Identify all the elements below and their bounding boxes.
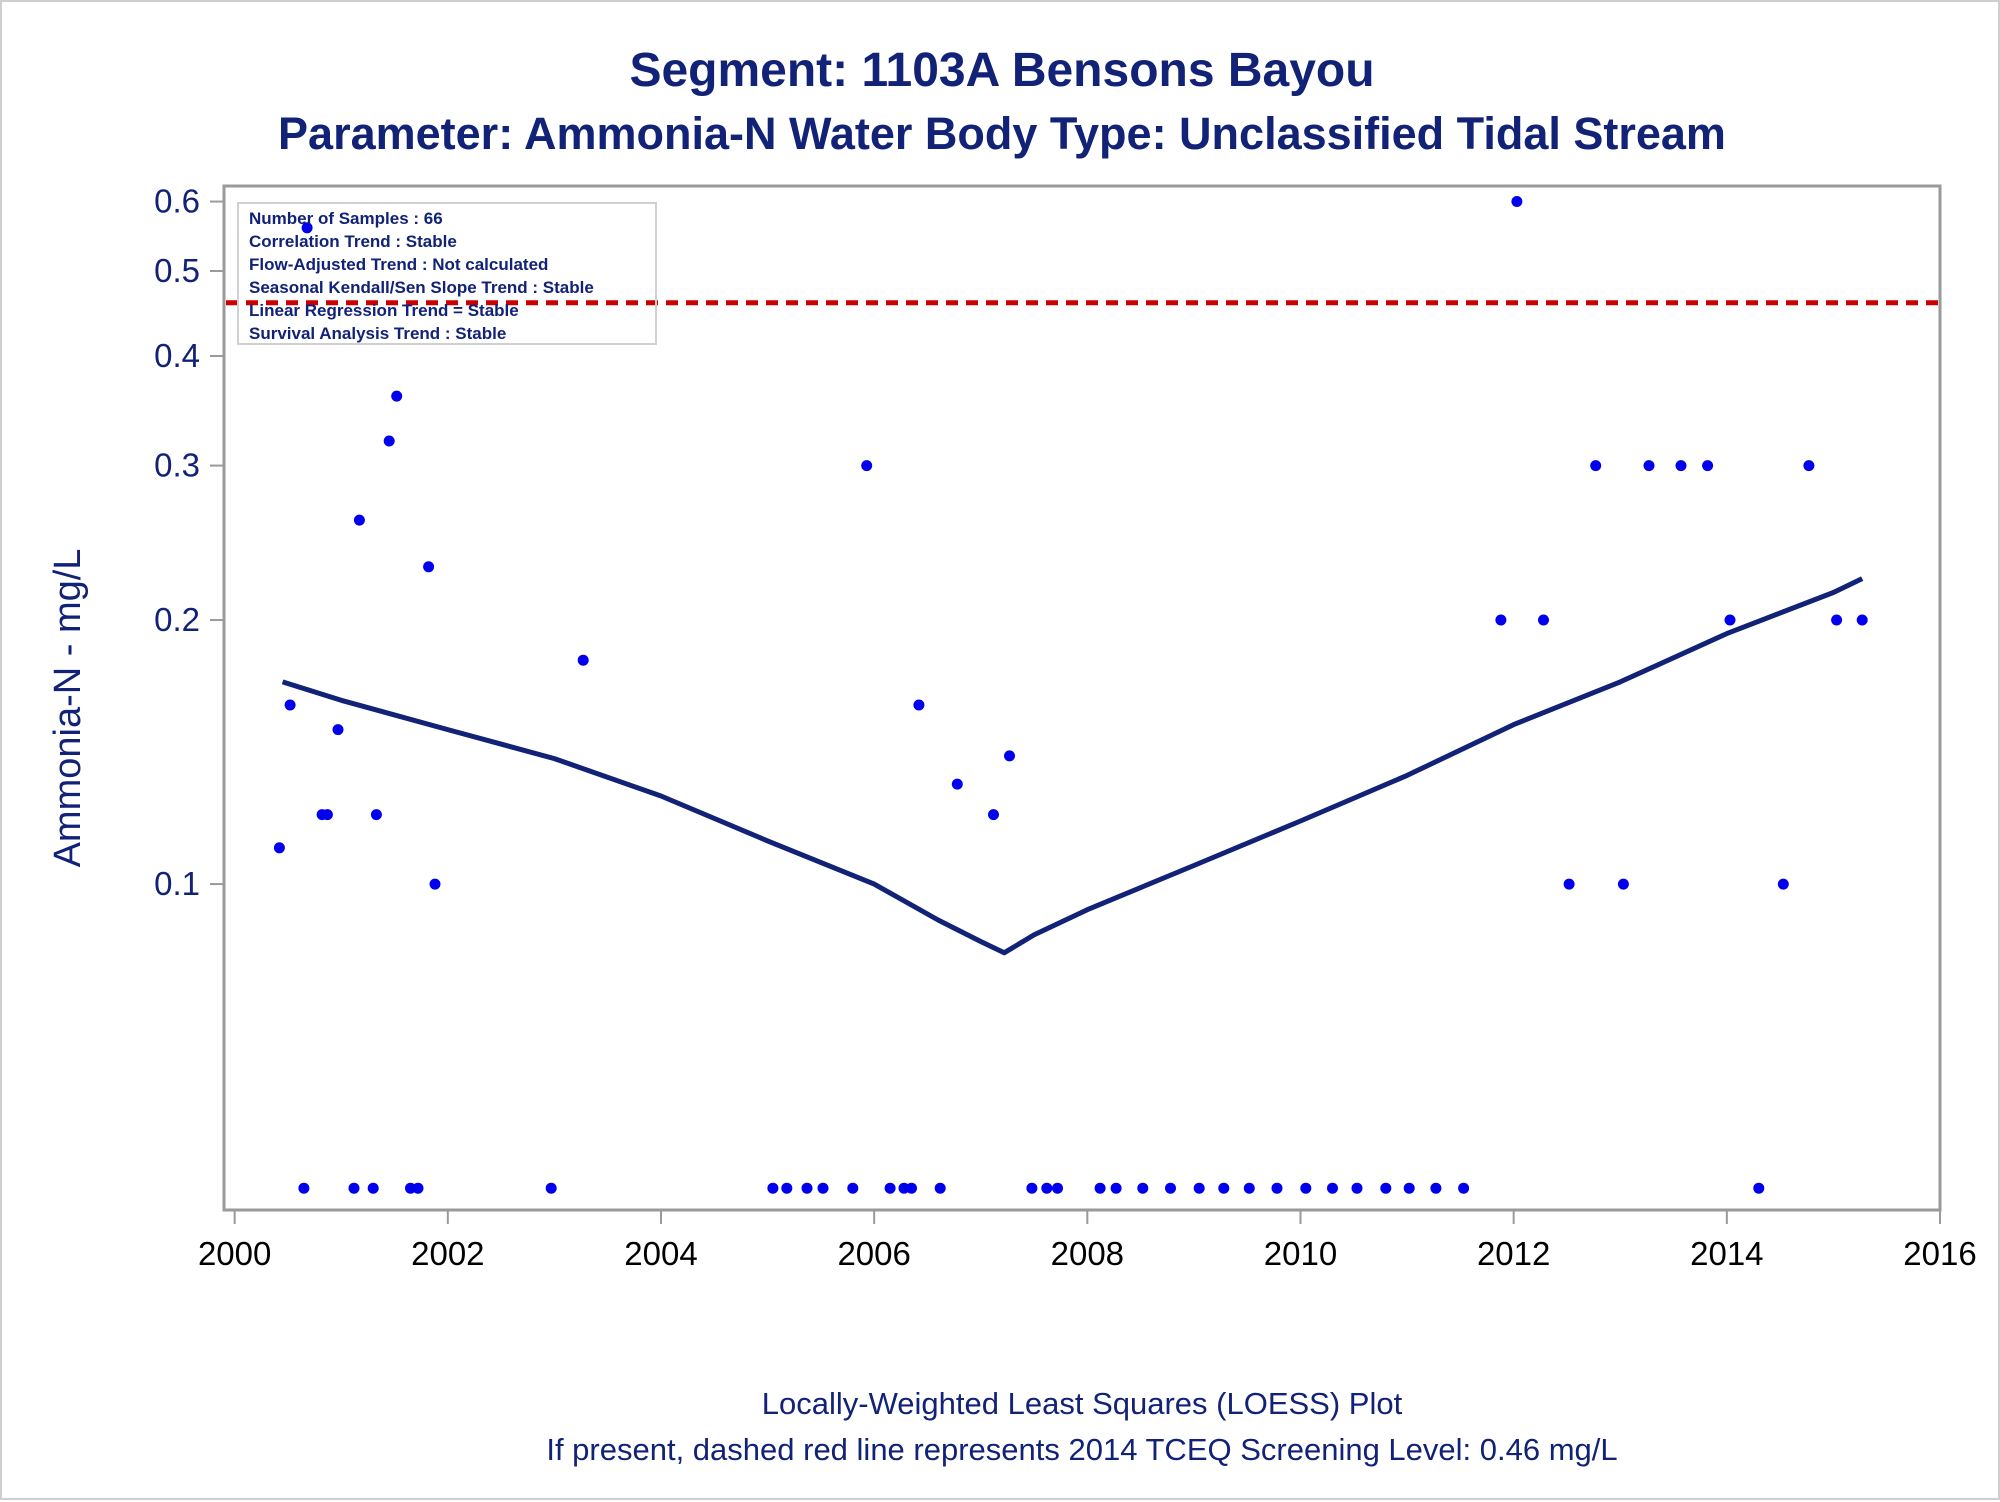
data-point bbox=[817, 1182, 829, 1194]
data-point bbox=[988, 809, 999, 821]
data-point bbox=[781, 1182, 793, 1194]
x-tick-label: 2004 bbox=[624, 1235, 697, 1272]
data-point bbox=[298, 1182, 310, 1194]
data-point bbox=[348, 1182, 360, 1194]
x-tick-label: 2000 bbox=[198, 1235, 271, 1272]
y-tick-label: 0.5 bbox=[154, 252, 200, 289]
data-point bbox=[861, 460, 873, 472]
data-point bbox=[545, 1182, 557, 1194]
data-point bbox=[1351, 1182, 1363, 1194]
info-flow-adjusted: Flow-Adjusted Trend : Not calculated bbox=[249, 255, 548, 274]
data-point bbox=[1617, 878, 1629, 890]
data-point bbox=[321, 809, 333, 821]
info-linear-regression: Linear Regression Trend = Stable bbox=[249, 301, 519, 320]
data-point bbox=[1110, 1182, 1122, 1194]
data-point bbox=[1831, 614, 1843, 626]
data-point bbox=[1563, 878, 1575, 890]
data-point bbox=[801, 1182, 813, 1194]
data-point bbox=[1052, 1182, 1063, 1194]
data-point bbox=[367, 1182, 379, 1194]
points-layer bbox=[273, 196, 1868, 1194]
data-point bbox=[332, 724, 344, 736]
data-point bbox=[1137, 1182, 1149, 1194]
x-tick-label: 2012 bbox=[1477, 1235, 1550, 1272]
x-tick-label: 2016 bbox=[1903, 1235, 1976, 1272]
x-tick-label: 2002 bbox=[411, 1235, 484, 1272]
data-point bbox=[1803, 460, 1815, 472]
info-correlation: Correlation Trend : Stable bbox=[249, 232, 457, 251]
data-point bbox=[1041, 1182, 1053, 1194]
data-point bbox=[1094, 1182, 1106, 1194]
data-point bbox=[1856, 614, 1868, 626]
data-point bbox=[1193, 1182, 1205, 1194]
x-tick-label: 2006 bbox=[837, 1235, 910, 1272]
data-point bbox=[1271, 1182, 1283, 1194]
data-point bbox=[1753, 1182, 1765, 1194]
data-point bbox=[1495, 614, 1507, 626]
chart-title: Segment: 1103A Bensons Bayou bbox=[629, 44, 1374, 97]
data-point bbox=[1538, 614, 1549, 626]
data-point bbox=[1218, 1182, 1230, 1194]
data-point bbox=[301, 222, 313, 234]
data-point bbox=[423, 561, 435, 573]
x-tick-label: 2014 bbox=[1690, 1235, 1763, 1272]
data-point bbox=[383, 435, 395, 447]
y-tick-label: 0.4 bbox=[154, 337, 200, 374]
data-point bbox=[1380, 1182, 1392, 1194]
data-point bbox=[353, 514, 365, 526]
data-point bbox=[284, 699, 296, 711]
data-point bbox=[767, 1182, 779, 1194]
data-point bbox=[913, 699, 925, 711]
chart-subtitle: Parameter: Ammonia-N Water Body Type: Un… bbox=[278, 108, 1726, 159]
data-point bbox=[370, 809, 382, 821]
data-point bbox=[1643, 460, 1655, 472]
footnote-screening: If present, dashed red line represents 2… bbox=[546, 1432, 1617, 1467]
data-point bbox=[1430, 1182, 1442, 1194]
data-point bbox=[1243, 1182, 1255, 1194]
y-tick-label: 0.2 bbox=[154, 601, 200, 638]
data-point bbox=[1724, 614, 1736, 626]
y-tick-label: 0.1 bbox=[154, 865, 200, 902]
data-point bbox=[1004, 750, 1015, 762]
info-samples: Number of Samples : 66 bbox=[249, 209, 443, 228]
data-point bbox=[1403, 1182, 1415, 1194]
data-point bbox=[951, 778, 963, 790]
info-box-border bbox=[237, 202, 657, 345]
data-point bbox=[1777, 878, 1789, 890]
data-point bbox=[273, 842, 285, 854]
data-point bbox=[1590, 460, 1602, 472]
loess-layer bbox=[281, 576, 1864, 956]
data-point bbox=[577, 654, 589, 666]
data-point bbox=[1165, 1182, 1176, 1194]
data-point bbox=[884, 1182, 896, 1194]
data-point bbox=[429, 878, 441, 890]
x-tick-label: 2010 bbox=[1264, 1235, 1337, 1272]
axis-ticks: 2000 2002 2004 2006 2008 2010 2012 2014 2016 0.1 0… bbox=[154, 183, 1977, 1272]
footnote-loess: Locally-Weighted Least Squares (LOESS) P… bbox=[762, 1386, 1403, 1421]
x-tick-label: 2008 bbox=[1051, 1235, 1124, 1272]
data-point bbox=[1511, 196, 1523, 207]
info-box: Number of Samples : 66 Correlation Trend… bbox=[237, 202, 657, 345]
plot-area bbox=[222, 184, 1942, 1212]
data-point bbox=[934, 1182, 946, 1194]
y-axis-label: Ammonia-N - mg/L bbox=[47, 549, 89, 868]
data-point bbox=[1300, 1182, 1312, 1194]
data-point bbox=[1327, 1182, 1338, 1194]
data-point bbox=[1675, 460, 1687, 472]
y-tick-label: 0.3 bbox=[154, 447, 200, 484]
info-seasonal-kendall: Seasonal Kendall/Sen Slope Trend : Stabl… bbox=[249, 278, 594, 297]
loess-line bbox=[281, 576, 1864, 956]
y-tick-label: 0.6 bbox=[154, 183, 200, 220]
data-point bbox=[1458, 1182, 1470, 1194]
data-point bbox=[1026, 1182, 1038, 1194]
data-point bbox=[906, 1182, 917, 1194]
data-point bbox=[1702, 460, 1714, 472]
data-point bbox=[847, 1182, 859, 1194]
data-point bbox=[391, 390, 403, 402]
data-point bbox=[412, 1182, 424, 1194]
info-survival: Survival Analysis Trend : Stable bbox=[249, 324, 506, 343]
